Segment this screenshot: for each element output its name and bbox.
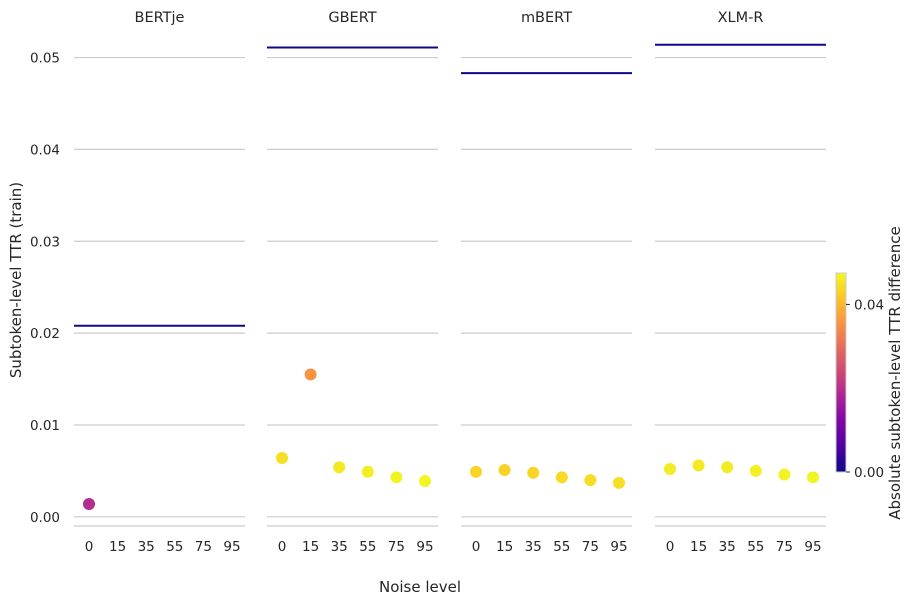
x-tick-label: 55	[359, 539, 376, 555]
data-point	[83, 497, 95, 510]
x-tick-label: 35	[525, 539, 542, 555]
panels-layer: 0.00 0.01 0.02 0.03 0.04 0.05 BERTje 0 15 35 55 75 9…	[30, 10, 826, 555]
x-tick-label: 0	[85, 539, 94, 555]
y-tick-label: 0.00	[30, 510, 60, 526]
y-tick-label: 0.04	[30, 142, 60, 158]
x-tick-label: 0	[278, 539, 287, 555]
x-tick-label: 15	[496, 539, 513, 555]
x-tick-label: 15	[302, 539, 319, 555]
data-point	[555, 471, 568, 484]
x-axis-label: Noise level	[379, 578, 461, 596]
y-tick-label: 0.05	[30, 51, 60, 67]
data-point	[721, 461, 734, 474]
colorbar: 0.00 0.04 Absolute subtoken-level TTR dif…	[835, 226, 904, 520]
x-tick-label: 75	[582, 539, 599, 555]
colorbar-ticks: 0.00 0.04	[846, 297, 884, 481]
data-point	[276, 452, 288, 465]
colorbar-gradient	[835, 272, 847, 473]
x-tick-label: 95	[223, 539, 240, 555]
data-point	[498, 463, 511, 476]
x-tick-label: 55	[553, 539, 570, 555]
panel-xlm-r: XLM-R 0 15 35 55 75 95	[655, 10, 826, 555]
panel-title: GBERT	[328, 10, 376, 26]
x-tick-label: 0	[666, 539, 675, 555]
x-tick-label: 35	[138, 539, 155, 555]
data-point	[584, 474, 597, 487]
data-point	[527, 466, 540, 479]
data-point	[664, 463, 676, 476]
colorbar-label: Absolute subtoken-level TTR difference	[886, 226, 904, 520]
y-tick-label: 0.01	[30, 418, 60, 434]
data-point	[333, 461, 346, 474]
x-tick-label: 35	[719, 539, 736, 555]
y-tick-label: 0.03	[30, 234, 60, 250]
panel-gbert: GBERT 0 15 35 55 75 95	[267, 10, 438, 555]
data-point	[470, 465, 482, 478]
x-tick-label: 35	[331, 539, 348, 555]
panel-mbert: mBERT 0 15 35 55 75 95	[461, 10, 632, 555]
y-axis-label: Subtoken-level TTR (train)	[7, 182, 25, 378]
data-point	[807, 471, 819, 484]
x-tick-label: 15	[109, 539, 126, 555]
panel-bertje: BERTje 0 15 35 55 75 95	[74, 10, 245, 555]
colorbar-tick-label: 0.04	[854, 297, 884, 313]
data-point	[390, 471, 403, 484]
data-point	[778, 468, 791, 481]
data-point	[692, 459, 705, 472]
x-tick-label: 15	[690, 539, 707, 555]
data-point	[613, 476, 625, 489]
data-point	[361, 465, 374, 478]
x-tick-label: 55	[166, 539, 183, 555]
colorbar-tick-label: 0.00	[854, 465, 884, 481]
data-point	[419, 474, 431, 487]
x-tick-label: 75	[776, 539, 793, 555]
panel-title: XLM-R	[718, 10, 764, 26]
data-point	[749, 464, 762, 477]
x-tick-label: 95	[416, 539, 433, 555]
x-tick-label: 95	[804, 539, 821, 555]
x-tick-label: 75	[388, 539, 405, 555]
data-point	[304, 368, 317, 381]
panel-title: BERTje	[135, 10, 185, 26]
x-tick-label: 95	[610, 539, 627, 555]
x-tick-label: 55	[747, 539, 764, 555]
y-tick-label: 0.02	[30, 326, 60, 342]
panel-title: mBERT	[521, 10, 572, 26]
x-tick-label: 0	[472, 539, 481, 555]
x-tick-label: 75	[195, 539, 212, 555]
